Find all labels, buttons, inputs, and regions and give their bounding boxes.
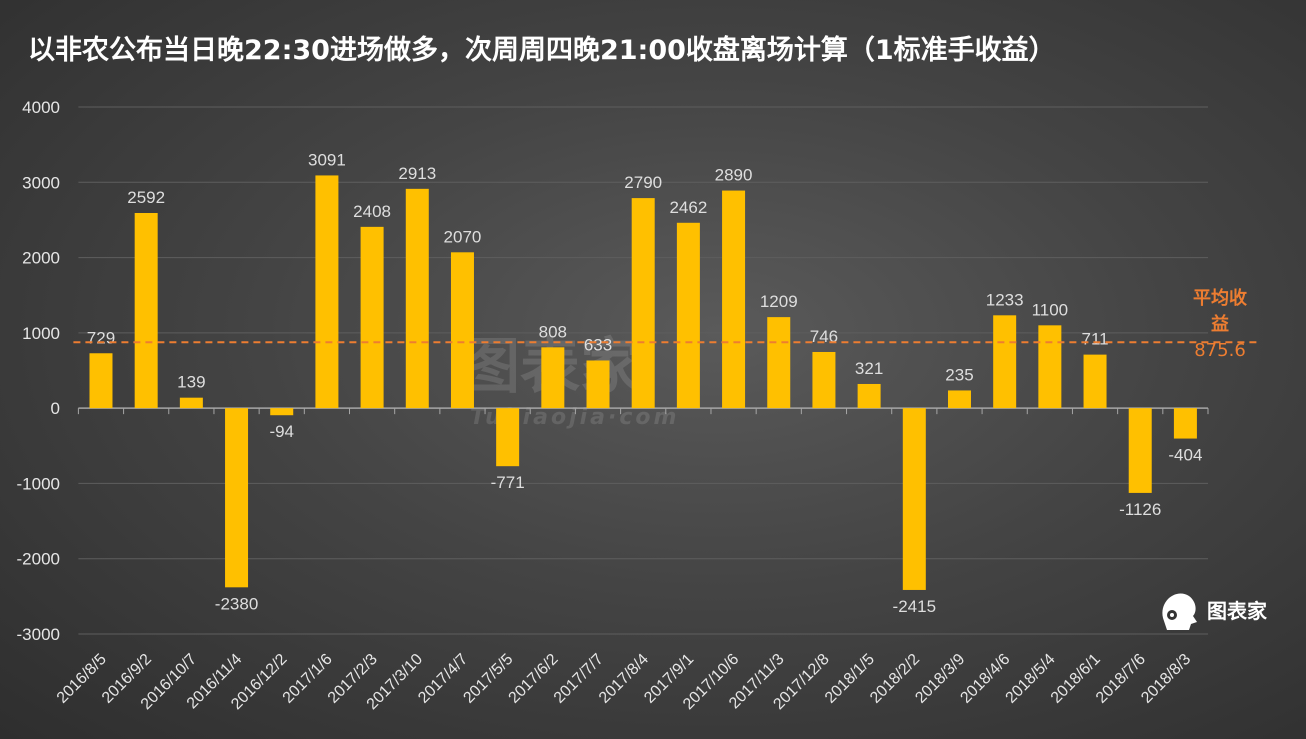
bar xyxy=(902,408,926,590)
data-label: 1209 xyxy=(760,292,798,311)
bar xyxy=(947,390,971,409)
data-label: -2380 xyxy=(215,594,258,613)
bar xyxy=(541,347,565,409)
data-label: 633 xyxy=(584,335,612,354)
logo-text: 图表家 xyxy=(1207,598,1267,623)
average-label: 平均收益 875.6 xyxy=(1185,286,1255,364)
average-label-value: 875.6 xyxy=(1194,340,1246,361)
bar xyxy=(1128,408,1152,493)
bar xyxy=(722,190,746,409)
data-label: 3091 xyxy=(308,150,346,169)
data-label: 2890 xyxy=(715,166,753,185)
bar xyxy=(450,252,474,409)
bar xyxy=(676,222,700,409)
data-label: 2462 xyxy=(669,198,707,217)
data-label: 1100 xyxy=(1032,300,1069,319)
data-label: -2415 xyxy=(893,597,936,616)
data-label: 1233 xyxy=(986,290,1024,309)
bar xyxy=(1173,408,1197,439)
bar xyxy=(225,408,249,588)
data-label: -1126 xyxy=(1119,500,1161,519)
bar xyxy=(134,213,158,409)
y-tick-label: 1000 xyxy=(22,324,60,343)
data-label: 2070 xyxy=(444,227,482,246)
y-tick-label: 4000 xyxy=(22,98,60,117)
data-label: 2913 xyxy=(398,164,436,183)
logo: 图表家 xyxy=(1157,588,1267,630)
data-label: 235 xyxy=(945,365,973,384)
data-label: 729 xyxy=(87,328,115,347)
bar xyxy=(496,408,520,467)
y-tick-label: 3000 xyxy=(22,173,60,192)
y-tick-label: -1000 xyxy=(17,474,60,493)
bar xyxy=(270,408,294,416)
data-label: 2592 xyxy=(127,188,165,207)
data-label: -94 xyxy=(269,422,294,441)
bar xyxy=(405,188,429,409)
bar xyxy=(89,353,113,409)
x-tick-label: 2018/8/3 xyxy=(1138,651,1194,707)
bar xyxy=(315,175,339,409)
bar xyxy=(179,397,203,409)
y-tick-label: -2000 xyxy=(17,550,60,569)
average-label-text: 平均收益 xyxy=(1193,288,1247,335)
bar xyxy=(586,360,610,409)
data-label: -771 xyxy=(491,473,525,492)
bar xyxy=(857,383,881,409)
bar xyxy=(1083,354,1107,409)
bar xyxy=(1038,325,1062,409)
logo-head-icon xyxy=(1162,593,1197,630)
chart-title: 以非农公布当日晚22:30进场做多，次周周四晚21:00收盘离场计算（1标准手收… xyxy=(28,35,1056,66)
bar xyxy=(993,315,1017,409)
y-tick-label: -3000 xyxy=(17,625,60,644)
y-tick-label: 2000 xyxy=(22,249,60,268)
y-tick-label: 0 xyxy=(51,399,60,418)
data-label: 2408 xyxy=(353,202,391,221)
bar xyxy=(360,226,384,409)
bar xyxy=(631,198,655,409)
data-label: 139 xyxy=(177,373,205,392)
bar xyxy=(812,351,836,409)
data-label: 808 xyxy=(539,322,567,341)
data-label: 2790 xyxy=(624,173,662,192)
bar xyxy=(767,317,791,409)
data-label: 711 xyxy=(1081,330,1108,349)
data-label: -404 xyxy=(1168,446,1202,465)
data-label: 321 xyxy=(855,359,883,378)
